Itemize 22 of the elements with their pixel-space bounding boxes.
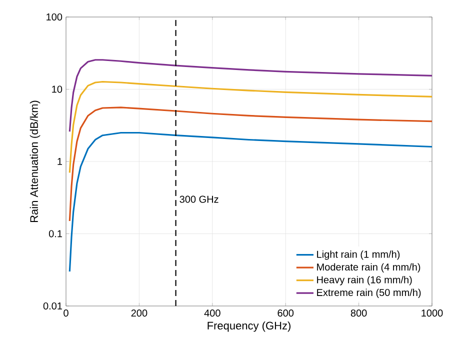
line-series [68, 59, 432, 132]
x-axis-title: Frequency (GHz) [208, 321, 290, 332]
legend-label: Moderate rain (4 mm/h) [317, 263, 420, 273]
x-tick-label: 800 [350, 310, 367, 317]
legend-label: Extreme rain (50 mm/h) [317, 288, 421, 298]
legend-label: Heavy rain (16 mm/h) [317, 276, 412, 286]
legend-label: Light rain (1 mm/h) [317, 250, 400, 260]
x-tick-label: 400 [204, 310, 220, 317]
line-series [68, 132, 432, 272]
x-tick-label: 200 [131, 310, 148, 317]
y-tick-label: 100 [46, 13, 62, 21]
y-tick-label: 0.1 [48, 230, 62, 238]
line-series [68, 80, 432, 174]
y-tick-label: 10 [52, 86, 62, 93]
y-tick-label: 1 [58, 158, 62, 165]
x-tick-label: 600 [278, 310, 294, 317]
x-tick-label: 1000 [422, 310, 443, 317]
ref-line-label: 300 GHz [180, 196, 218, 203]
y-axis-title: Rain Attenuation (dB/km) [30, 100, 40, 222]
line-series [68, 106, 432, 222]
y-tick-label: 0.01 [43, 302, 62, 310]
x-tick-label: 0 [64, 310, 68, 317]
